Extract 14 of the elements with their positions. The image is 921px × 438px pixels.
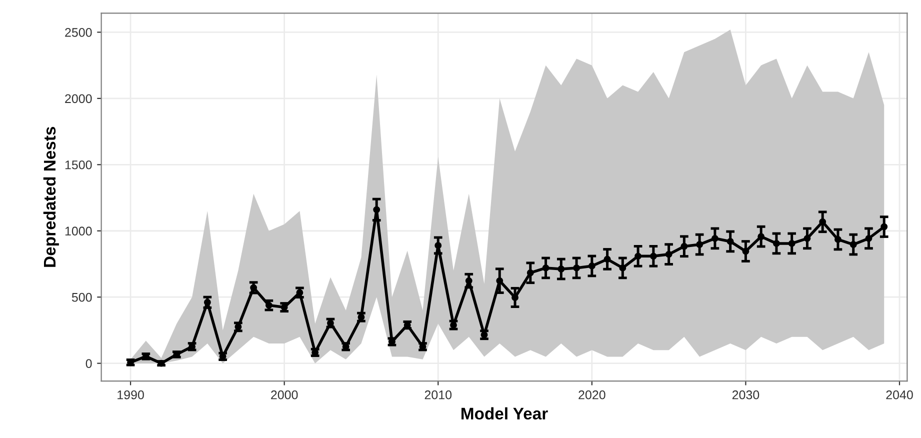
x-tick-label: 2040 bbox=[886, 390, 913, 400]
x-tick-label: 2000 bbox=[271, 390, 298, 400]
x-axis-title: Model Year bbox=[462, 407, 548, 420]
y-tick-label: 2500 bbox=[65, 28, 92, 37]
y-tick-label: 1000 bbox=[65, 226, 92, 236]
y-tick-label: 500 bbox=[72, 292, 92, 302]
x-tick-label: 1990 bbox=[118, 390, 144, 400]
x-tick-label: 2030 bbox=[732, 390, 760, 400]
y-tick-label: 1500 bbox=[65, 160, 92, 170]
x-tick-label: 2020 bbox=[578, 390, 606, 400]
y-tick-label: 0 bbox=[86, 359, 92, 368]
x-tick-label: 2010 bbox=[424, 390, 452, 400]
y-axis-title: Depredated Nests bbox=[43, 126, 59, 267]
y-tick-label: 2000 bbox=[65, 94, 92, 104]
